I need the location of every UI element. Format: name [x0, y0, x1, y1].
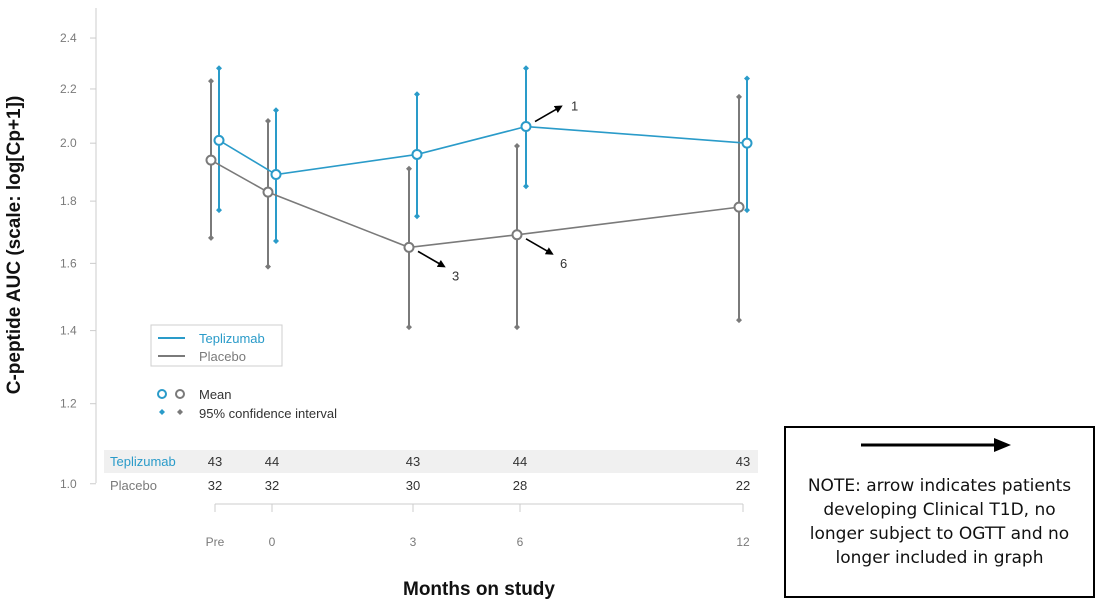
legend-placebo-label: Placebo — [199, 349, 246, 364]
count-value: 43 — [208, 454, 222, 469]
dropout-arrow — [417, 250, 446, 268]
count-value: 28 — [513, 478, 527, 493]
x-tick-label: 0 — [269, 535, 276, 549]
placebo-ci-end — [265, 118, 271, 125]
count-value: 30 — [406, 478, 420, 493]
count-value: 43 — [736, 454, 750, 469]
count-value: 44 — [265, 454, 279, 469]
teplizumab-ci-end — [216, 207, 222, 214]
teplizumab-mean-point — [520, 121, 532, 133]
placebo-ci-end — [208, 78, 214, 85]
placebo-ci-end — [736, 317, 742, 324]
teplizumab-mean-point — [270, 169, 282, 181]
count-value: 43 — [406, 454, 420, 469]
legend-teplizumab-label: Teplizumab — [199, 331, 265, 346]
placebo-mean-point — [733, 201, 745, 213]
count-value: 22 — [736, 478, 750, 493]
placebo-mean-point — [403, 241, 415, 253]
x-tick-label: 3 — [410, 535, 417, 549]
y-tick-label: 2.2 — [60, 82, 77, 96]
teplizumab-ci-end — [216, 65, 222, 72]
dropout-arrow — [525, 238, 554, 255]
teplizumab-ci-end — [744, 207, 750, 214]
x-axis-label: Months on study — [403, 579, 555, 600]
teplizumab-mean-line — [218, 125, 748, 176]
dropout-arrow — [534, 105, 563, 123]
count-row-highlight — [104, 450, 758, 473]
y-tick-label: 1.6 — [60, 256, 77, 270]
placebo-ci-end — [736, 93, 742, 100]
dropout-count-label: 3 — [452, 268, 459, 283]
count-value: 32 — [265, 478, 279, 493]
placebo-mean-point — [511, 229, 523, 241]
legend: Teplizumab Placebo Mean 95% confidence i… — [150, 324, 337, 421]
legend-ci-label: 95% confidence interval — [199, 406, 337, 421]
legend-mean-marker-placebo — [175, 389, 185, 399]
count-row-label-teplizumab: Teplizumab — [110, 454, 176, 469]
count-value: 32 — [208, 478, 222, 493]
series-lines — [210, 125, 748, 249]
y-tick-labels: 1.0 1.2 1.4 1.6 1.8 2.0 2.2 2.4 — [60, 31, 96, 491]
x-tick-label: 6 — [517, 535, 524, 549]
placebo-ci-end — [406, 165, 412, 172]
annotations: 1 3 6 — [417, 99, 578, 283]
teplizumab-ci-end — [523, 65, 529, 72]
placebo-ci-end — [265, 263, 271, 270]
y-tick-label: 1.4 — [60, 324, 77, 338]
mean-points — [205, 121, 753, 253]
legend-box — [150, 324, 283, 367]
placebo-ci-end — [406, 324, 412, 331]
confidence-intervals — [208, 65, 750, 331]
legend-ci-marker-placebo — [177, 409, 183, 415]
x-tick-label: 12 — [736, 535, 750, 549]
placebo-ci-end — [514, 142, 520, 149]
teplizumab-ci-end — [273, 107, 279, 114]
dropout-count-label: 1 — [571, 99, 578, 114]
teplizumab-ci-end — [523, 183, 529, 190]
teplizumab-mean-point — [411, 148, 423, 160]
y-tick-label: 2.4 — [60, 31, 77, 45]
y-tick-label: 1.2 — [60, 397, 77, 411]
legend-ci-marker-teplizumab — [159, 409, 165, 415]
teplizumab-ci-end — [273, 238, 279, 245]
count-value: 44 — [513, 454, 527, 469]
legend-mean-label: Mean — [199, 387, 232, 402]
placebo-ci-end — [208, 234, 214, 241]
count-table: Teplizumab Placebo 43 44 43 44 43 32 32 30 28 22 — [110, 454, 750, 493]
count-row-label-placebo: Placebo — [110, 478, 157, 493]
note-box: NOTE: arrow indicates patients developin… — [784, 426, 1095, 598]
dropout-count-label: 6 — [560, 256, 567, 271]
teplizumab-ci-end — [414, 213, 420, 220]
teplizumab-ci-end — [744, 75, 750, 82]
x-tick-labels: Pre 0 3 6 12 — [206, 504, 750, 549]
y-tick-label: 1.0 — [60, 477, 77, 491]
teplizumab-mean-point — [741, 137, 753, 149]
x-tick-label: Pre — [206, 535, 225, 549]
y-tick-label: 1.8 — [60, 194, 77, 208]
note-text: NOTE: arrow indicates patients developin… — [807, 476, 1072, 568]
legend-mean-marker-teplizumab — [157, 389, 167, 399]
note-arrow-icon — [861, 438, 1011, 452]
placebo-mean-point — [262, 186, 274, 198]
y-tick-label: 2.0 — [60, 136, 77, 150]
y-axis-label: C-peptide AUC (scale: log[Cp+1]) — [4, 96, 25, 395]
placebo-ci-end — [514, 324, 520, 331]
teplizumab-mean-point — [213, 134, 225, 146]
placebo-mean-point — [205, 154, 217, 166]
teplizumab-ci-end — [414, 91, 420, 98]
